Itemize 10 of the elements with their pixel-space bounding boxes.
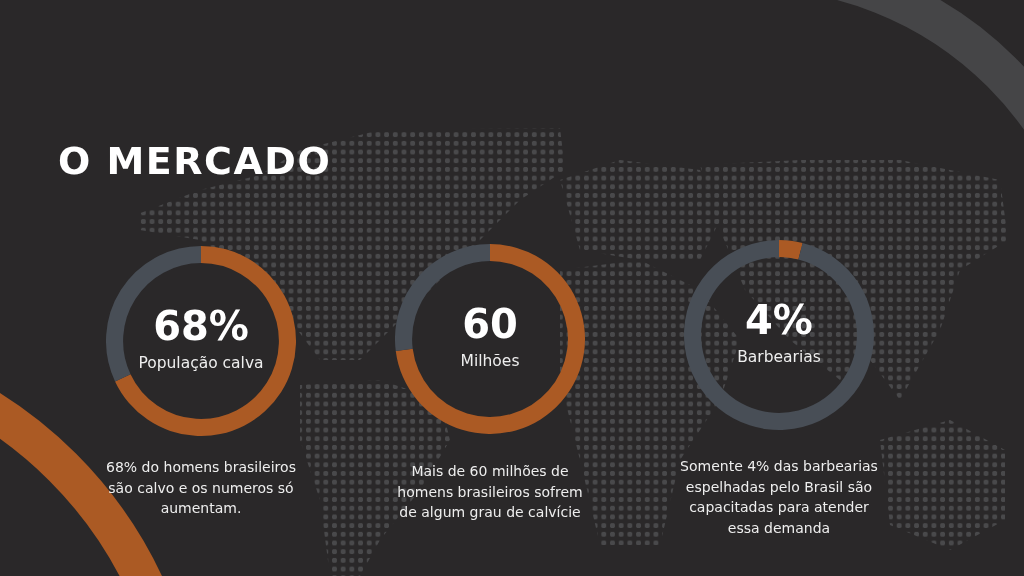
text: 68% xyxy=(152,303,250,349)
text: 60 xyxy=(461,301,519,347)
text: Somente 4% das barbearias espelhadas pelo Brasil são capacitadas para atender essa demanda xyxy=(679,457,879,538)
text: Mais de 60 milhões de homens brasileiros sofrem de algum grau de calvície xyxy=(396,462,584,522)
text: 68% do homens brasileiros são calvo e os numeros só aumentam. xyxy=(105,458,297,518)
text: Milhões xyxy=(459,352,521,370)
text: População calva xyxy=(137,354,265,372)
text: O MERCADO xyxy=(58,139,332,183)
text: Barbearias xyxy=(736,348,822,366)
text: 4% xyxy=(744,297,814,343)
